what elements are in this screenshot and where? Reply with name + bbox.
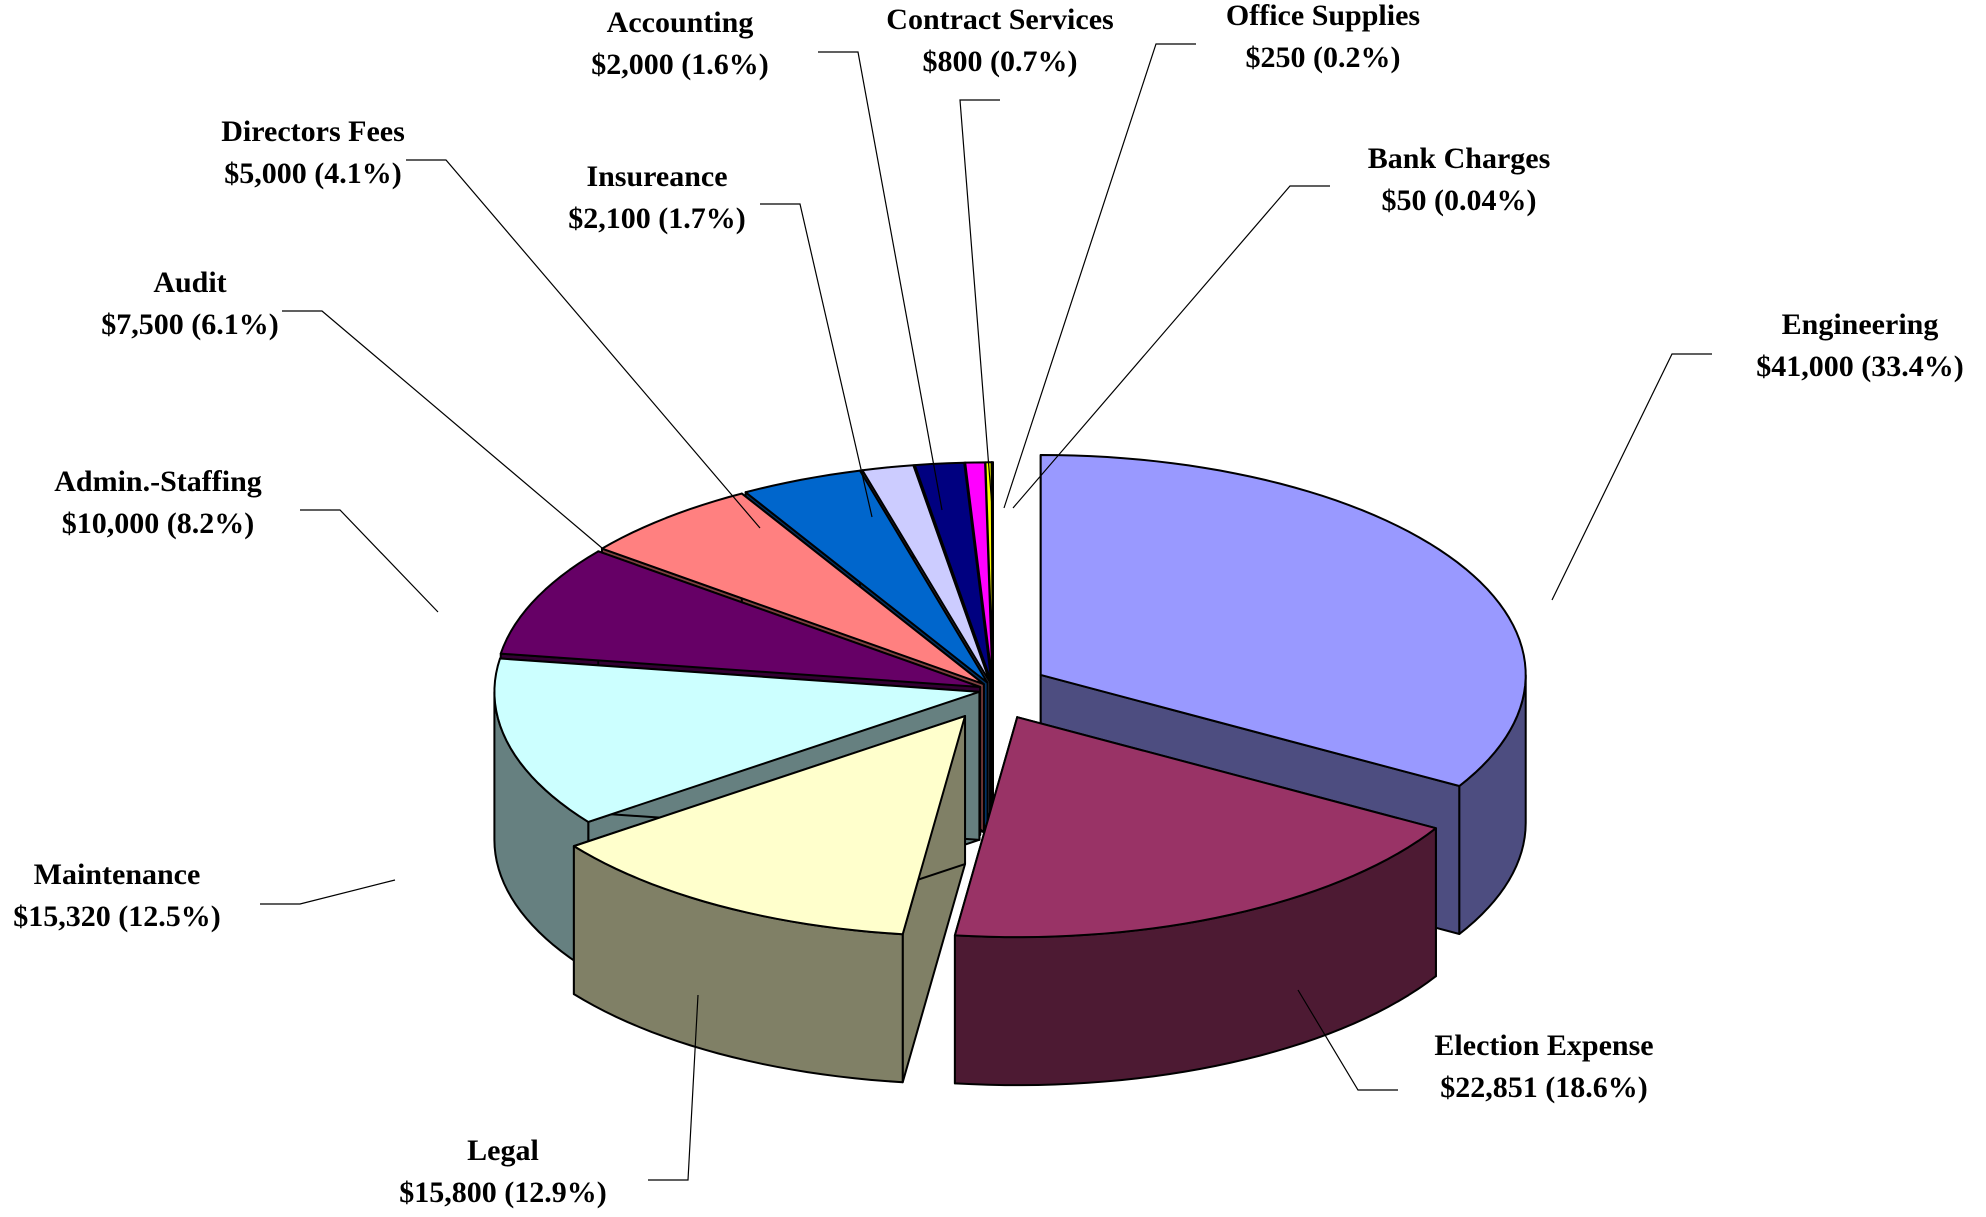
slice-label-name: Accounting xyxy=(607,6,754,39)
slice-engineering xyxy=(1039,453,1527,788)
slice-insureance xyxy=(861,464,992,684)
slice-label-value: $2,000 (1.6%) xyxy=(591,48,768,81)
slice-label-value: $22,851 (18.6%) xyxy=(1440,1071,1647,1104)
slice-audit xyxy=(600,492,985,686)
slice-label-value: $2,100 (1.7%) xyxy=(568,202,745,235)
slice-label-value: $5,000 (4.1%) xyxy=(224,157,401,190)
slice-label-name: Admin.-Staffing xyxy=(54,465,262,498)
slice-directors-fees xyxy=(744,469,989,684)
slice-label-name: Bank Charges xyxy=(1368,142,1551,175)
slice-admin-staffing xyxy=(499,550,982,688)
slice-accounting xyxy=(913,461,993,684)
slice-label-name: Office Supplies xyxy=(1226,0,1420,32)
leader-line xyxy=(406,159,761,529)
slice-maintenance xyxy=(493,657,981,823)
leader-line xyxy=(1297,989,1398,1091)
slice-label-value: $15,320 (12.5%) xyxy=(13,900,220,933)
leader-line xyxy=(282,310,603,549)
slice-label-name: Contract Services xyxy=(886,3,1113,36)
slice-label-value: $800 (0.7%) xyxy=(923,45,1078,78)
slice-label-value: $10,000 (8.2%) xyxy=(62,507,254,540)
leader-line xyxy=(760,203,873,518)
slice-election-expense xyxy=(953,716,1437,939)
leader-line xyxy=(959,99,1000,508)
leader-line xyxy=(1003,43,1196,509)
slice-label-name: Audit xyxy=(153,266,226,299)
leader-line xyxy=(818,51,943,511)
slice-label-name: Directors Fees xyxy=(221,115,405,148)
slice-label-name: Engineering xyxy=(1782,308,1939,341)
slice-label-value: $250 (0.2%) xyxy=(1246,41,1401,74)
slice-label-name: Insureance xyxy=(586,160,727,193)
slice-label-value: $7,500 (6.1%) xyxy=(101,308,278,341)
slice-label-name: Election Expense xyxy=(1434,1029,1653,1062)
leader-line xyxy=(648,994,699,1181)
slice-label-name: Legal xyxy=(467,1134,539,1167)
slice-label-value: $41,000 (33.4%) xyxy=(1756,350,1963,383)
leader-line xyxy=(300,509,439,613)
slice-label-name: Maintenance xyxy=(34,858,201,891)
slice-label-value: $15,800 (12.9%) xyxy=(399,1176,606,1209)
leader-line xyxy=(1012,185,1330,509)
slice-legal xyxy=(572,715,967,936)
leader-line xyxy=(260,879,396,905)
leader-line xyxy=(1551,353,1712,601)
slice-label-value: $50 (0.04%) xyxy=(1382,184,1537,217)
